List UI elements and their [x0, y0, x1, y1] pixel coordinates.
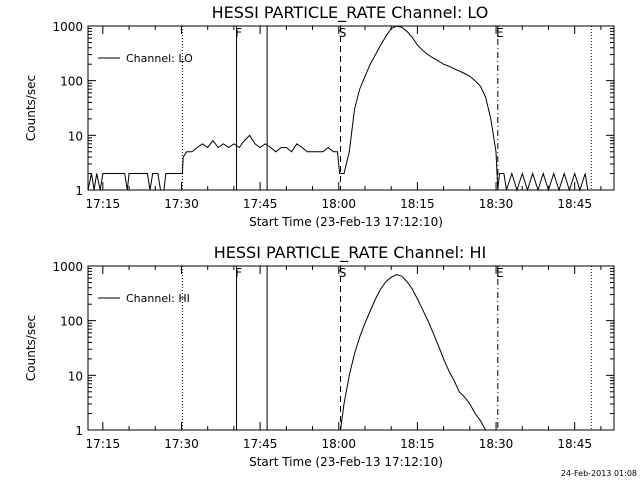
x-tick-label: 17:15 [86, 437, 121, 451]
hi-channel-panel: HESSI PARTICLE_RATE Channel: HI Start Ti… [24, 243, 615, 469]
x-tick-label: 18:15 [400, 437, 435, 451]
timestamp: 24-Feb-2013 01:08 [561, 469, 637, 478]
chart-title: HESSI PARTICLE_RATE Channel: HI [214, 243, 487, 263]
y-tick-label: 1 [75, 424, 83, 438]
x-tick-label: 17:45 [243, 437, 278, 451]
x-tick-label: 18:30 [479, 437, 514, 451]
y-axis-label: Counts/sec [24, 315, 38, 381]
x-tick-label: 17:30 [164, 437, 199, 451]
y-tick-label: 1000 [52, 20, 83, 34]
y-tick-label: 1000 [52, 260, 83, 274]
x-tick-label: 17:30 [164, 197, 199, 211]
marker-label: F [235, 266, 242, 280]
lo-channel-panel: HESSI PARTICLE_RATE Channel: LO Start Ti… [24, 3, 615, 229]
marker-label: S [339, 266, 347, 280]
x-tick-label: 18:15 [400, 197, 435, 211]
y-tick-label: 100 [60, 75, 83, 89]
x-tick-label: 18:45 [557, 437, 592, 451]
x-tick-label: 18:00 [321, 437, 356, 451]
y-tick-label: 1 [75, 184, 83, 198]
x-tick-label: 17:45 [243, 197, 278, 211]
x-tick-label: 17:15 [86, 197, 121, 211]
marker-label: F [235, 26, 242, 40]
series-line [340, 273, 487, 431]
x-tick-label: 18:45 [557, 197, 592, 211]
marker-label: E [496, 266, 504, 280]
x-tick-label: 18:30 [479, 197, 514, 211]
plot-frame [87, 265, 615, 431]
y-tick-label: 10 [68, 369, 83, 383]
legend-label: Channel: LO [126, 52, 193, 65]
marker-label: S [339, 26, 347, 40]
x-tick-label: 18:00 [321, 197, 356, 211]
y-tick-label: 10 [68, 129, 83, 143]
y-axis-label: Counts/sec [24, 75, 38, 141]
plot-frame [87, 25, 615, 191]
x-axis-label: Start Time (23-Feb-13 17:12:10) [249, 455, 443, 469]
legend-label: Channel: HI [126, 292, 190, 305]
series-line [87, 25, 589, 192]
x-axis-label: Start Time (23-Feb-13 17:12:10) [249, 215, 443, 229]
marker-label: E [496, 26, 504, 40]
chart-title: HESSI PARTICLE_RATE Channel: LO [212, 3, 489, 23]
y-tick-label: 100 [60, 315, 83, 329]
